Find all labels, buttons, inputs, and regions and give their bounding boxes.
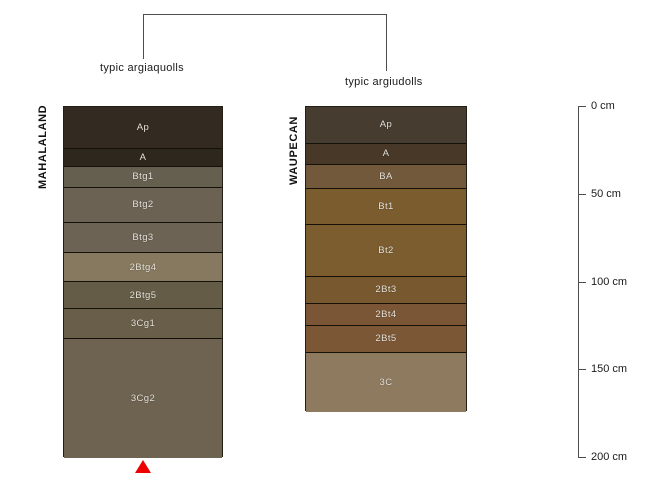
soil-horizon: 2Btg5 (64, 282, 222, 309)
soil-horizon: BA (306, 164, 466, 190)
soil-horizon: 2Btg4 (64, 252, 222, 283)
soil-horizon-label: Ap (379, 119, 393, 131)
depth-tick-label: 200 cm (591, 451, 628, 463)
depth-tick-label: 0 cm (591, 100, 615, 112)
soil-horizon-label: 2Bt5 (375, 333, 397, 345)
soil-horizon-label: 2Btg4 (129, 261, 157, 273)
taxonomy-bracket-right (386, 14, 387, 71)
soil-horizon-label: 3Cg2 (130, 392, 156, 404)
soil-horizon-label: 2Bt3 (375, 284, 397, 296)
soil-horizon: 3Cg1 (64, 308, 222, 339)
soil-profile-column-mahalaland: Ap A Btg1 Btg2 Btg3 2Btg4 2Btg5 3Cg1 3Cg2 (63, 106, 223, 458)
series-name-mahalaland: MAHALALAND (37, 104, 49, 189)
soil-horizon: Btg1 (64, 166, 222, 188)
soil-horizon-label: Btg3 (132, 231, 154, 243)
soil-horizon: Bt1 (306, 189, 466, 225)
soil-horizon: 3C (306, 352, 466, 413)
depth-tick-label: 100 cm (591, 275, 628, 288)
depth-tick-label: 50 cm (591, 187, 621, 200)
soil-horizon: A (64, 149, 222, 167)
soil-horizon-label: A (139, 151, 147, 163)
depth-tick-mark (578, 369, 586, 371)
soil-horizon: 2Bt5 (306, 326, 466, 353)
soil-horizon: Btg3 (64, 222, 222, 253)
soil-profile-column-waupecan: Ap A BA Bt1 Bt2 2Bt3 2Bt4 2Bt5 3C (305, 106, 467, 413)
taxonomy-bracket-left (143, 14, 144, 59)
soil-horizon: 2Bt3 (306, 277, 466, 304)
depth-tick-mark (578, 281, 586, 283)
series-name-waupecan: WAUPECAN (288, 116, 300, 185)
soil-horizon: 3Cg2 (64, 338, 222, 458)
soil-horizon-label: 3C (379, 376, 393, 388)
depth-tick-mark (578, 106, 586, 107)
taxonomy-bracket-top (143, 14, 387, 15)
soil-horizon-label: Bt1 (378, 201, 394, 212)
soil-horizon-label: A (382, 148, 390, 160)
soil-horizon: Ap (306, 107, 466, 144)
soil-horizon-label: Ap (136, 122, 150, 134)
soil-horizon-label: 2Btg5 (129, 289, 157, 301)
taxon-label-right: typic argiudolls (345, 76, 423, 88)
soil-horizon-label: 2Bt4 (375, 308, 397, 320)
soil-horizon-label: Btg2 (132, 199, 154, 211)
soil-horizon: Ap (64, 107, 222, 150)
soil-horizon-label: BA (379, 171, 393, 183)
soil-horizon: Btg2 (64, 187, 222, 223)
soil-horizon: Bt2 (306, 224, 466, 278)
depth-tick-mark (578, 457, 586, 458)
soil-horizon: 2Bt4 (306, 303, 466, 327)
soil-horizon-label: 3Cg1 (130, 317, 156, 329)
soil-horizon-label: Btg1 (132, 171, 154, 183)
taxon-label-left: typic argiaquolls (100, 62, 184, 74)
depth-tick-mark (578, 193, 586, 195)
soil-horizon-label: Bt2 (378, 244, 394, 256)
water-table-marker-triangle (135, 460, 151, 473)
soil-horizon: A (306, 143, 466, 165)
depth-tick-label: 150 cm (591, 363, 628, 376)
